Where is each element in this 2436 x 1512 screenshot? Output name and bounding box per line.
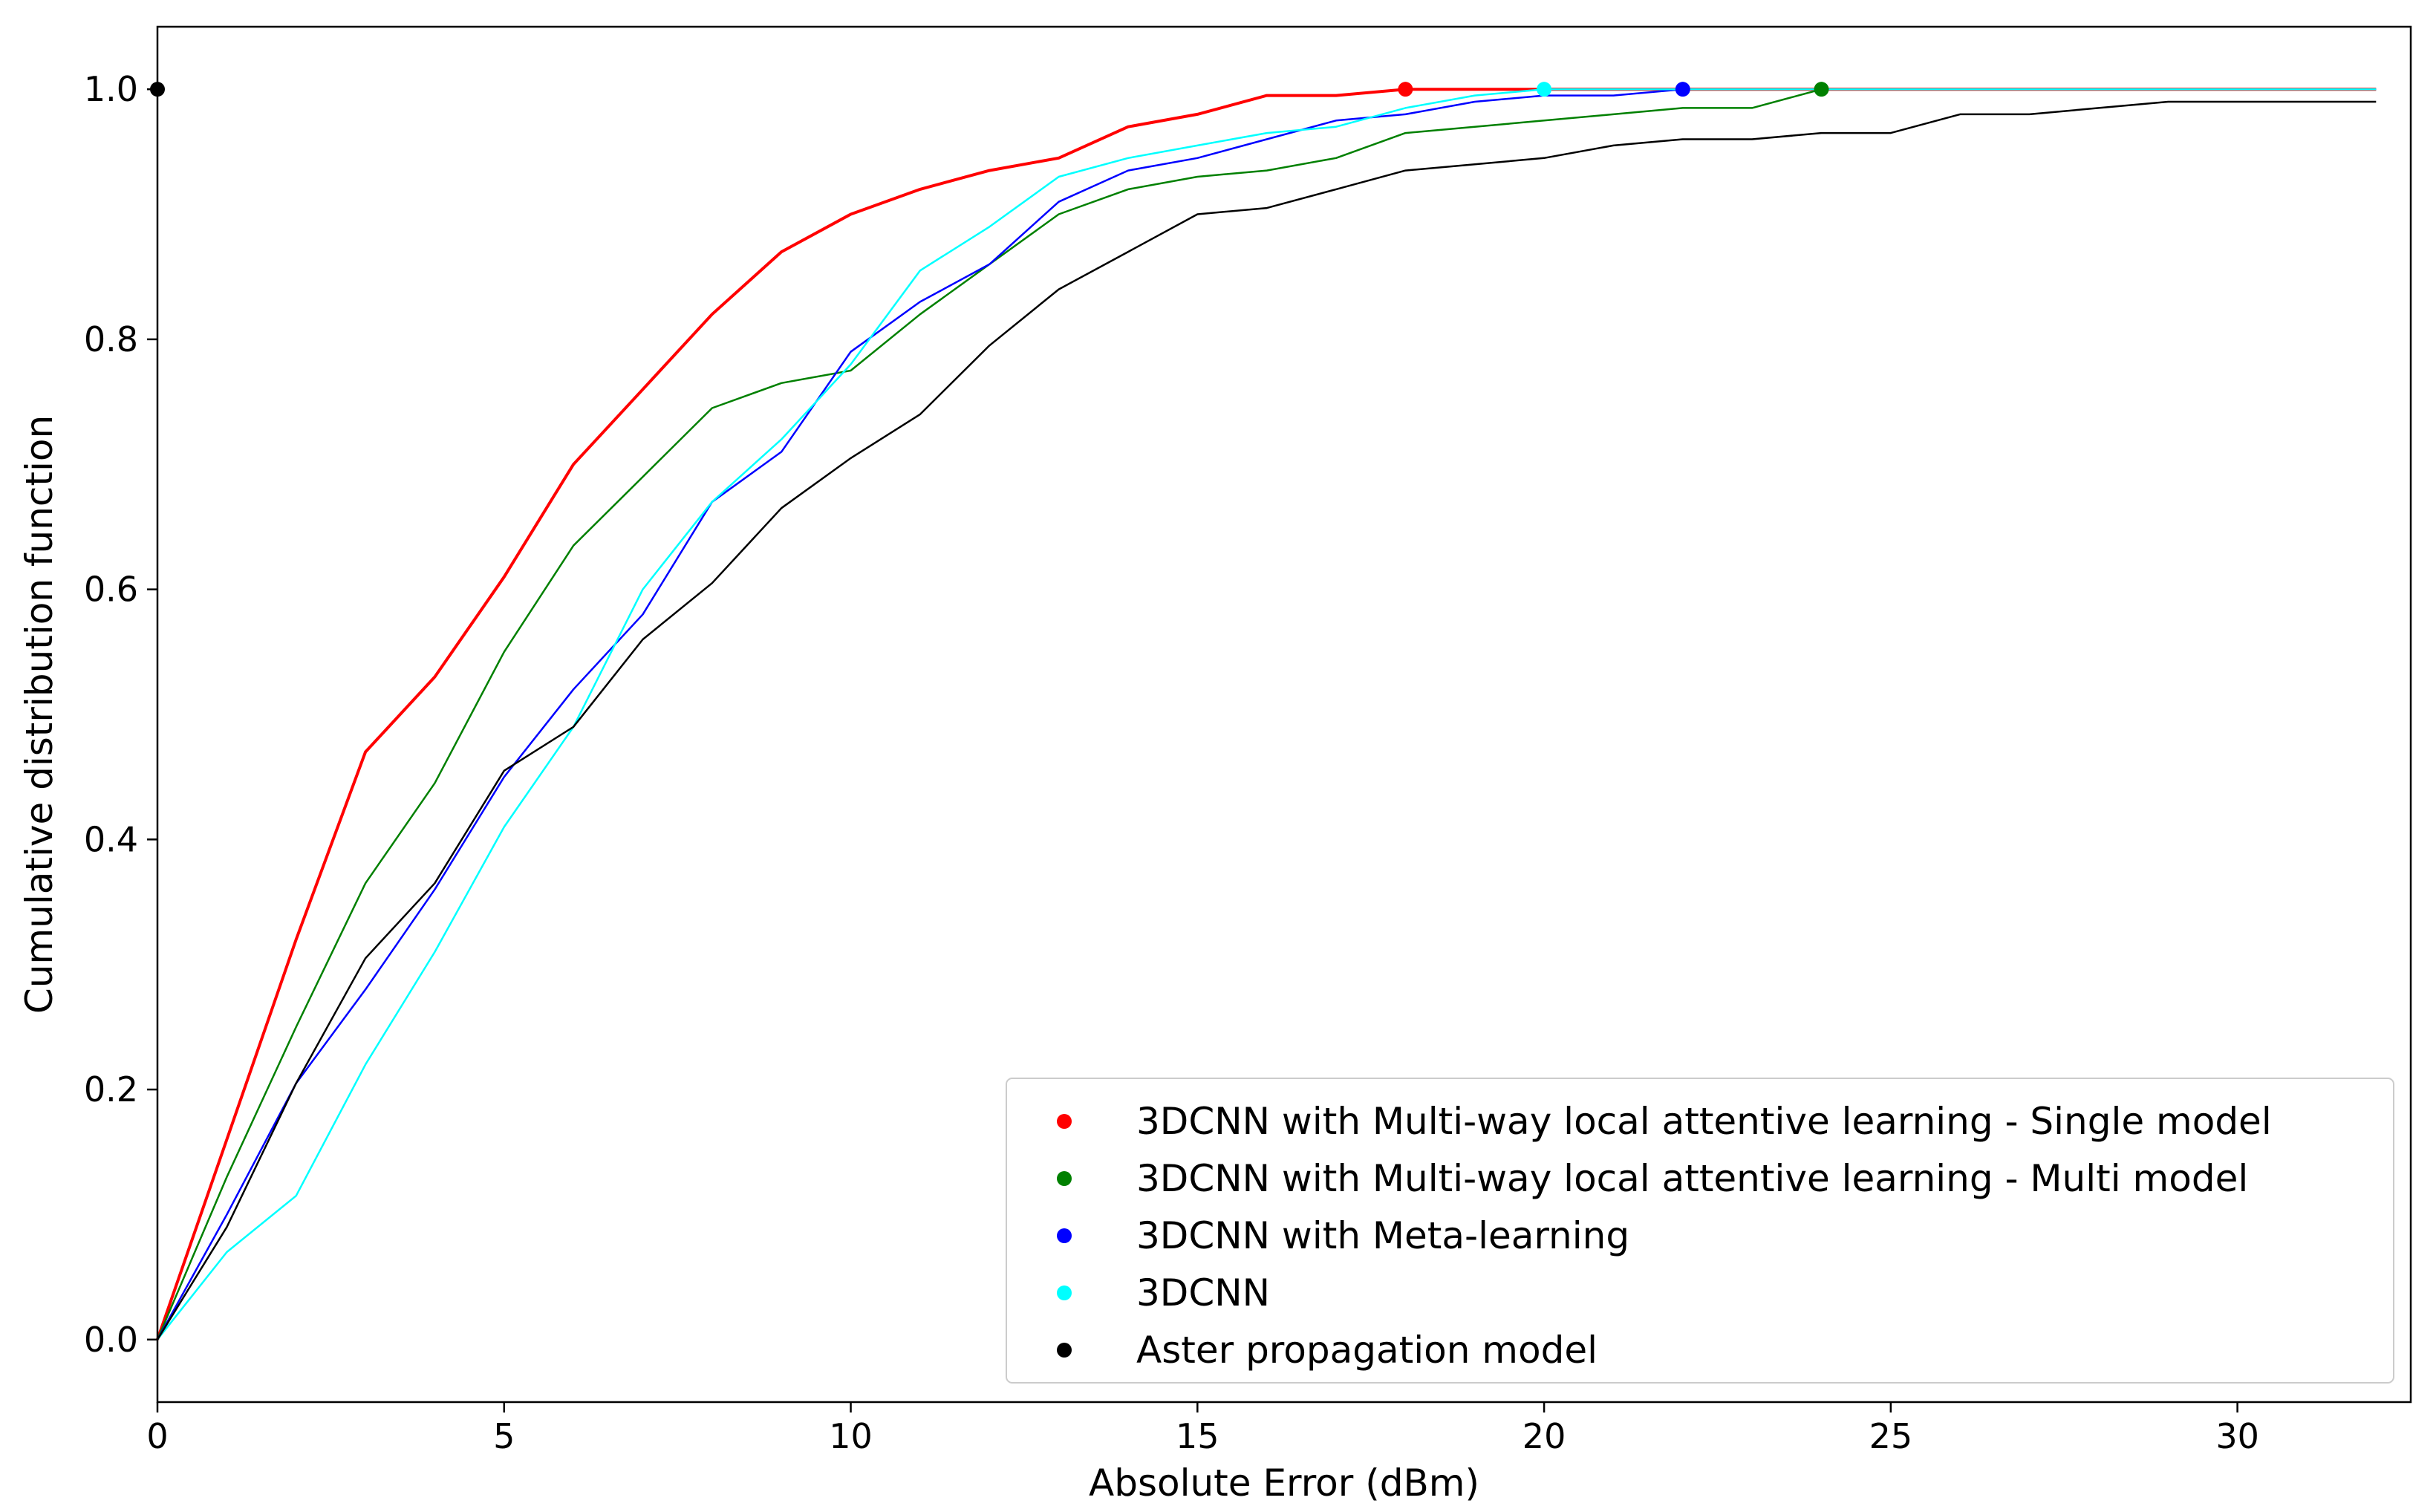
x-tick-label: 15 <box>1176 1416 1219 1456</box>
legend-marker <box>1057 1171 1072 1186</box>
legend-label: 3DCNN with Multi-way local attentive lea… <box>1136 1157 2248 1200</box>
legend-marker <box>1057 1285 1072 1300</box>
series-marker-3 <box>1675 82 1690 97</box>
x-tick-label: 30 <box>2215 1416 2259 1456</box>
series-layer <box>156 88 2377 1340</box>
series-line-5 <box>156 100 2377 1340</box>
y-tick-label: 0.2 <box>84 1069 138 1109</box>
series-marker-2 <box>1814 82 1829 97</box>
x-axis-title: Absolute Error (dBm) <box>1089 1462 1479 1505</box>
x-axis-ticks: 0 5 10 15 20 25 30 <box>146 1402 2259 1456</box>
series-line-4 <box>157 88 2377 1340</box>
series-line-2 <box>156 88 2377 1340</box>
legend-label: Aster propagation model <box>1136 1329 1598 1372</box>
y-tick-label: 0.8 <box>84 319 138 359</box>
legend-label: 3DCNN with Multi-way local attentive lea… <box>1136 1100 2272 1143</box>
legend-marker <box>1057 1228 1072 1243</box>
plot-frame <box>156 25 2412 1404</box>
x-tick-label: 25 <box>1869 1416 1913 1456</box>
y-tick-label: 0.4 <box>84 819 138 859</box>
legend-marker <box>1057 1114 1072 1129</box>
series-marker-1 <box>1398 82 1413 97</box>
x-tick-label: 10 <box>829 1416 873 1456</box>
marker-layer <box>150 82 1829 97</box>
x-tick-label: 5 <box>493 1416 515 1456</box>
y-tick-label: 0.6 <box>84 570 138 610</box>
y-tick-label: 0.0 <box>84 1320 138 1360</box>
legend-label: 3DCNN with Meta-learning <box>1136 1214 1629 1257</box>
legend: 3DCNN with Multi-way local attentive lea… <box>1006 1078 2394 1384</box>
series-line-3 <box>156 88 2377 1340</box>
y-axis-title: Cumulative distribution function <box>18 415 61 1014</box>
legend-box <box>1006 1078 2394 1384</box>
series-line-1 <box>156 88 2377 1340</box>
legend-marker <box>1057 1343 1072 1358</box>
y-tick-label: 1.0 <box>84 69 138 109</box>
series-marker-4 <box>1537 82 1552 97</box>
y-axis-ticks: 0.0 0.2 0.4 0.6 0.8 1.0 <box>84 69 157 1360</box>
x-tick-label: 0 <box>146 1416 168 1456</box>
legend-label: 3DCNN <box>1136 1271 1270 1314</box>
x-tick-label: 20 <box>1522 1416 1566 1456</box>
